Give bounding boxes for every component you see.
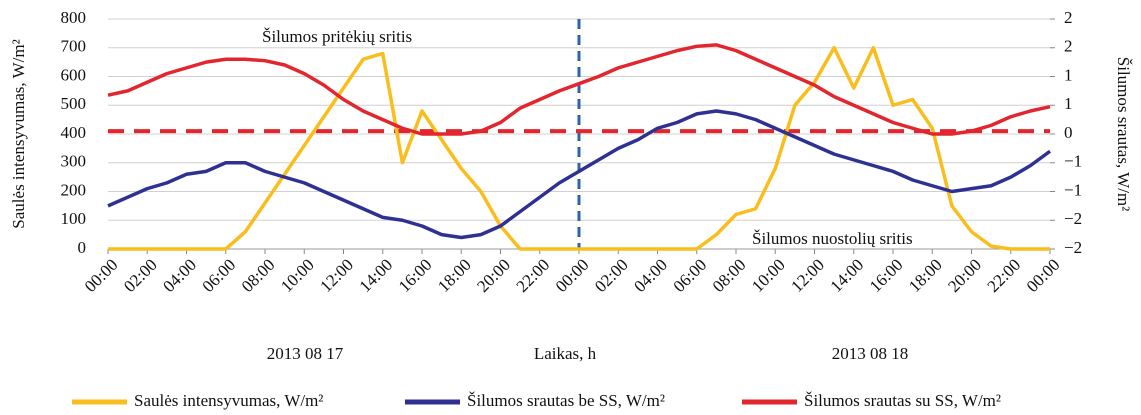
legend-label: Šilumos srautas be SS, W/m² [467,391,665,410]
y-tick-label: 500 [61,94,87,113]
x-tick-label: 06:00 [670,255,711,296]
date-label: 2013 08 18 [832,344,909,363]
y-tick-label: 0 [78,238,87,257]
x-tick-label: 02:00 [120,255,161,296]
date-label: 2013 08 17 [267,344,344,363]
x-tick-label: 08:00 [238,255,279,296]
x-tick-label: 10:00 [277,255,318,296]
x-tick-label: 22:00 [513,255,554,296]
x-tick-label: 10:00 [748,255,789,296]
y2-tick-label: −1 [1064,180,1082,199]
y-tick-label: 200 [61,180,87,199]
series-line [107,109,1052,240]
x-tick-label: 12:00 [316,255,357,296]
y-tick-label: 300 [61,152,87,171]
y2-tick-label: −1 [1064,152,1082,171]
y2-tick-label: 2 [1064,37,1073,56]
series-line [107,43,1051,136]
x-axis-label: Laikas, h [534,344,597,363]
y-tick-label: 800 [61,8,87,27]
annotation: Šilumos pritėkių sritis [262,27,412,46]
x-tick-label: 16:00 [395,255,436,296]
y2-tick-label: −2 [1064,209,1082,228]
y2-tick-label: 2 [1064,8,1073,27]
y-axis-label: Saulės intensyvumas, W/m² [9,39,28,228]
y2-tick-label: 1 [1064,94,1073,113]
y2-tick-label: 1 [1064,65,1073,84]
x-tick-label: 08:00 [709,255,750,296]
x-tick-label: 20:00 [473,255,514,296]
x-tick-label: 18:00 [905,255,946,296]
x-tick-label: 18:00 [434,255,475,296]
x-tick-label: 12:00 [787,255,828,296]
y-tick-label: 100 [61,209,87,228]
y-tick-label: 700 [61,37,87,56]
legend-label: Saulės intensyvumas, W/m² [134,391,323,410]
x-tick-label: 06:00 [199,255,240,296]
y-tick-label: 600 [61,65,87,84]
y2-tick-label: 0 [1064,123,1073,142]
x-tick-label: 00:00 [552,255,593,296]
x-tick-label: 20:00 [944,255,985,296]
x-tick-label: 00:00 [81,255,122,296]
x-tick-label: 14:00 [356,255,397,296]
x-tick-label: 04:00 [159,255,200,296]
x-tick-label: 00:00 [1023,255,1064,296]
y2-tick-label: −2 [1064,238,1082,257]
x-tick-label: 22:00 [984,255,1025,296]
x-tick-label: 14:00 [827,255,868,296]
annotation: Šilumos nuostolių sritis [752,229,913,248]
y2-axis-label: Šilumos srautas, W/m² [1114,57,1133,211]
x-tick-label: 16:00 [866,255,907,296]
x-tick-label: 02:00 [591,255,632,296]
x-tick-label: 04:00 [630,255,671,296]
legend-label: Šilumos srautas su SS, W/m² [804,391,1001,410]
y-tick-label: 400 [61,123,87,142]
series-line [108,46,1050,251]
